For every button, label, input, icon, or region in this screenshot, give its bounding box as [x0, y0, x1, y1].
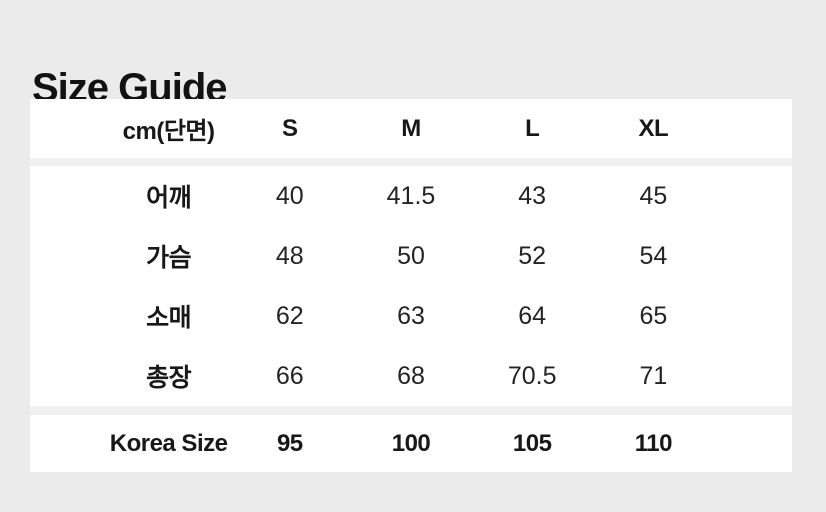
- cell-value: 52: [518, 241, 547, 270]
- row-label: Korea Size: [109, 429, 228, 457]
- column-header-xl: XL: [638, 114, 669, 142]
- cell-value: 65: [639, 301, 668, 330]
- cell-value: 40: [275, 181, 304, 210]
- cell-value: 45: [639, 181, 668, 210]
- cell-value: 43: [518, 181, 547, 210]
- cell-value: 110: [634, 429, 673, 457]
- row-label: 가슴: [146, 244, 192, 272]
- cell-value: 68: [397, 361, 425, 390]
- cell-value: 105: [512, 429, 552, 457]
- table-row-shoulder: 어깨 40 41.5 43 45: [30, 166, 792, 226]
- cell-value: 66: [275, 361, 304, 390]
- cell-value: 62: [275, 301, 304, 330]
- cell-value: 100: [391, 429, 431, 457]
- measurement-rows-band: 어깨 40 41.5 43 45 가슴 48 50 52 54 소매 62 63…: [30, 166, 792, 406]
- cell-value: 70.5: [507, 361, 557, 390]
- row-label: 어깨: [146, 184, 192, 212]
- size-table-header-row: cm(단면) S M L XL: [30, 99, 792, 158]
- cell-value: 50: [397, 241, 425, 270]
- cell-value: 64: [518, 301, 547, 330]
- table-row-total-length: 총장 66 68 70.5 71: [30, 346, 792, 406]
- column-header-s: S: [282, 114, 298, 142]
- cell-value: 54: [639, 241, 668, 270]
- size-guide-table: cm(단면) S M L XL 어깨 40 41.5 43 45 가슴 48 5…: [30, 99, 792, 472]
- cell-value: 48: [275, 241, 304, 270]
- table-divider: [30, 406, 792, 415]
- cell-value: 95: [276, 429, 303, 457]
- row-label: 소매: [146, 304, 192, 332]
- table-row-chest: 가슴 48 50 52 54: [30, 226, 792, 286]
- cell-value: 71: [639, 361, 668, 390]
- unit-column-header: cm(단면): [122, 118, 215, 145]
- cell-value: 41.5: [386, 181, 436, 210]
- row-label: 총장: [146, 364, 192, 392]
- column-header-m: M: [401, 114, 421, 142]
- table-row-korea-size: Korea Size 95 100 105 110: [30, 415, 792, 472]
- cell-value: 63: [397, 301, 425, 330]
- table-divider: [30, 158, 792, 166]
- table-row-sleeve: 소매 62 63 64 65: [30, 286, 792, 346]
- column-header-l: L: [525, 114, 540, 142]
